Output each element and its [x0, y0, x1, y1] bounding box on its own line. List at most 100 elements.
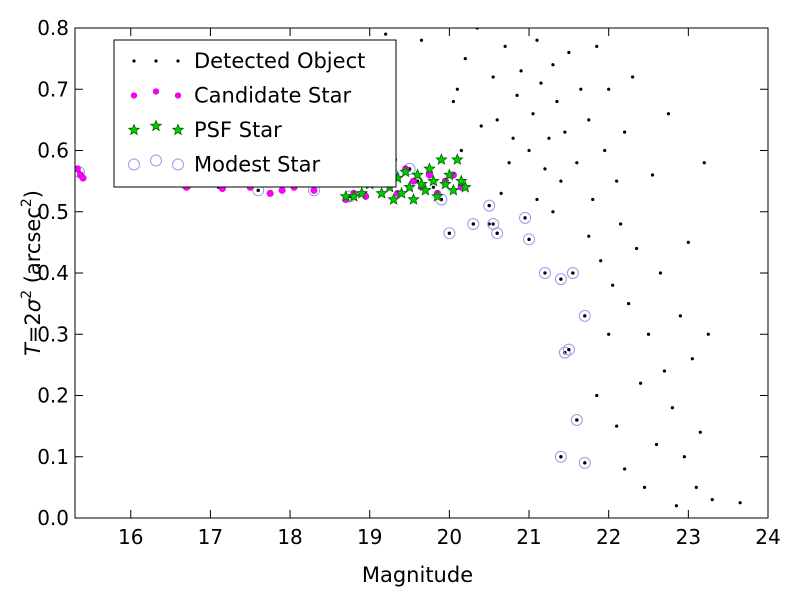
detected-object-point — [471, 222, 475, 226]
detected-object-point — [491, 75, 495, 79]
detected-object-point — [419, 38, 424, 42]
legend-entry-detected-object: Detected Object — [132, 49, 365, 73]
detected-object-point — [527, 148, 531, 153]
psf-star-point — [403, 180, 416, 193]
detected-object-point — [710, 498, 714, 502]
detected-object-point — [599, 259, 603, 263]
y-axis-label-part: =2 — [21, 312, 45, 343]
detected-object-point — [662, 369, 667, 373]
y-tick-label: 0.8 — [37, 16, 69, 40]
x-tick-label: 22 — [596, 525, 621, 549]
psf-star-point — [415, 177, 428, 190]
detected-object-point — [623, 467, 627, 471]
detected-object-point — [487, 204, 491, 208]
legend-label: Detected Object — [194, 49, 365, 73]
legend-entry-psf-star: PSF Star — [127, 118, 282, 142]
psf-star-point — [407, 192, 420, 205]
detected-object-point — [543, 167, 547, 171]
detected-object-point — [638, 381, 643, 385]
legend-marker — [150, 154, 162, 167]
modest-star-marker — [538, 267, 551, 279]
psf-star-point — [459, 180, 472, 193]
candidate-star-point — [79, 174, 87, 182]
detected-object-point — [642, 485, 647, 489]
detected-object-point — [547, 136, 551, 140]
detected-object-point — [551, 210, 555, 214]
y-tick-label: 0.6 — [37, 139, 69, 163]
legend-marker — [130, 92, 138, 99]
psf-star-point — [431, 189, 444, 202]
detected-object-point — [563, 130, 567, 134]
psf-star-point — [423, 162, 436, 175]
detected-object-point — [607, 87, 611, 91]
detected-object-point — [650, 173, 655, 177]
psf-star-point — [387, 192, 400, 205]
detected-object-point — [611, 283, 615, 287]
candidate-star-point — [310, 186, 318, 194]
detected-object-point — [627, 302, 631, 306]
modest-star-marker — [578, 456, 591, 469]
x-tick-label: 16 — [118, 525, 143, 549]
detected-object-point — [523, 216, 527, 220]
detected-object-point — [447, 231, 451, 235]
modest-star-marker — [467, 218, 480, 230]
detected-object-point — [587, 234, 591, 238]
detected-object-point — [615, 179, 619, 183]
detected-object-point — [511, 136, 515, 140]
modest-star-marker — [443, 227, 456, 240]
y-axis-label-part: σ — [21, 298, 45, 312]
detected-object-point — [646, 332, 651, 336]
detected-object-point — [543, 271, 547, 275]
detected-object-point — [495, 118, 499, 122]
detected-object-point — [587, 118, 591, 122]
candidate-star-point — [278, 186, 286, 194]
detected-object-point — [690, 357, 694, 361]
detected-object-point — [487, 222, 491, 226]
y-tick-label: 0.2 — [37, 384, 69, 408]
detected-object-point — [527, 237, 531, 241]
candidate-star-point — [266, 189, 274, 197]
legend-marker — [171, 123, 185, 136]
y-axis-label-part: T — [21, 341, 45, 356]
modest-star-marker — [558, 346, 571, 359]
candidate-star-point — [75, 165, 81, 173]
x-tick-label: 21 — [516, 525, 541, 549]
y-axis-label-part: ) — [21, 190, 45, 198]
y-tick-label: 0.1 — [37, 445, 69, 469]
detected-object-point — [615, 424, 619, 428]
psf-star-point — [455, 174, 468, 187]
detected-object-point — [384, 32, 388, 36]
psf-star-point — [419, 183, 432, 196]
psf-star-point — [439, 177, 452, 190]
detected-object-point — [535, 38, 539, 42]
detected-object-point — [698, 430, 702, 434]
psf-star-point — [375, 186, 388, 199]
detected-object-point — [694, 485, 698, 489]
legend-marker — [154, 59, 158, 63]
y-axis-label-part: (arcsec — [21, 207, 45, 290]
x-tick-label: 23 — [676, 525, 701, 549]
detected-object-point — [531, 112, 535, 116]
detected-object-point — [674, 504, 678, 508]
detected-object-point — [678, 314, 682, 318]
detected-object-point — [499, 191, 503, 195]
detected-object-point — [559, 277, 563, 281]
candidate-star-point — [425, 171, 433, 179]
detected-object-point — [634, 246, 639, 251]
detected-object-point — [579, 87, 583, 91]
legend-label: PSF Star — [194, 118, 282, 142]
detected-object-point — [686, 240, 690, 244]
modest-star-marker — [570, 414, 583, 426]
detected-object-point — [507, 161, 511, 165]
candidate-star-point — [410, 177, 418, 185]
x-tick-label: 19 — [357, 525, 382, 549]
detected-object-point — [706, 332, 710, 336]
legend-marker — [172, 158, 184, 171]
modest-star-marker — [554, 450, 567, 463]
y-axis-label: T=2σ2 (arcsec2) — [19, 190, 45, 356]
psf-star-point — [395, 186, 408, 199]
psf-star-point — [399, 165, 412, 178]
x-axis-label: Magnitude — [362, 563, 473, 587]
legend-entry-candidate-star: Candidate Star — [130, 84, 351, 108]
